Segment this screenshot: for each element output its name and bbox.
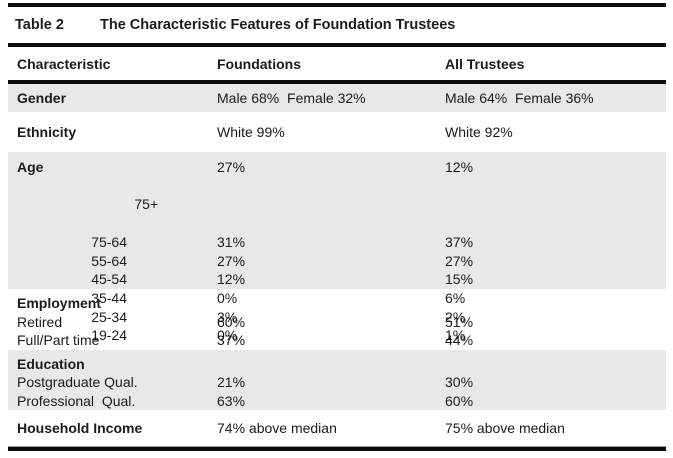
foundations-value: 60% <box>217 313 246 330</box>
col-header-foundations: Foundations <box>217 55 301 72</box>
header-rule <box>8 80 666 84</box>
sub-label: Full/Part time <box>17 332 100 349</box>
all-trustees-value: White 92% <box>445 124 513 140</box>
age-subrow: 55-64 27% 27% <box>8 252 666 271</box>
table-caption: Table 2 The Characteristic Features of F… <box>8 7 666 43</box>
foundations-value: White 99% <box>217 124 285 140</box>
table-row-household-income: Household Income 74% above median 75% ab… <box>8 410 666 446</box>
col-header-characteristic: Characteristic <box>17 55 111 72</box>
employment-subrow: Full/Part time 37% 44% <box>8 331 666 350</box>
all-trustees-value: 44% <box>445 332 474 349</box>
header-row: Characteristic Foundations All Trustees <box>8 47 666 80</box>
table-row-age: Age 75+ 27% 12% 75-64 31% 37% 55-64 27% … <box>8 152 666 343</box>
foundations-value: 3% <box>217 308 238 325</box>
all-trustees-value: 15% <box>445 271 474 288</box>
row-label: Age <box>17 159 44 175</box>
foundations-value: Male 68% Female 32% <box>217 90 366 106</box>
table-row-ethnicity: Ethnicity White 99% White 92% <box>8 112 666 152</box>
row-label: Ethnicity <box>17 124 77 140</box>
age-range-label: 75+ <box>134 196 159 213</box>
all-trustees-value: 30% <box>445 374 474 391</box>
all-trustees-value: 2% <box>445 308 466 325</box>
bottom-rule <box>8 446 666 451</box>
age-range-label: 75-64 <box>91 233 127 250</box>
row-label: Education <box>17 356 85 372</box>
foundations-value: 74% above median <box>217 420 337 436</box>
table-number: Table 2 <box>15 17 64 33</box>
foundations-value: 63% <box>217 392 246 409</box>
foundations-value: 27% <box>217 252 246 269</box>
age-subrow: 45-54 12% 15% <box>8 270 666 289</box>
all-trustees-value: 51% <box>445 313 474 330</box>
caption-rule <box>8 43 666 47</box>
education-header: Education <box>8 355 666 373</box>
age-range-label: 19-24 <box>91 327 127 344</box>
row-label-cell: Age 75+ <box>17 158 217 233</box>
top-rule <box>8 3 666 7</box>
education-subrow: Postgraduate Qual. 21% 30% <box>8 373 666 391</box>
table-row-education: Education Postgraduate Qual. 21% 30% Pro… <box>8 350 666 410</box>
all-trustees-value: Male 64% Female 36% <box>445 90 594 106</box>
age-subrow: 19-24 0% 1% <box>8 326 666 345</box>
all-trustees-value: 27% <box>445 252 474 269</box>
col-header-all-trustees: All Trustees <box>445 55 525 72</box>
all-trustees-value: 37% <box>445 233 474 250</box>
education-subrow: Professional Qual. 63% 60% <box>8 392 666 410</box>
foundations-value: 12% <box>217 271 246 288</box>
sub-label: Postgraduate Qual. <box>17 374 138 391</box>
age-subrow: Age 75+ 27% 12% <box>8 158 666 233</box>
all-trustees-value: 60% <box>445 392 474 409</box>
age-range-label: 25-34 <box>91 308 127 325</box>
age-subrow: 75-64 31% 37% <box>8 233 666 252</box>
row-label: Household Income <box>17 420 143 436</box>
all-trustees-value: 12% <box>445 159 474 175</box>
age-subrow: 35-44 0% 6% <box>8 289 666 308</box>
sub-label: Professional Qual. <box>17 392 136 409</box>
age-range-label: 35-44 <box>91 289 127 306</box>
all-trustees-value: 1% <box>445 327 466 344</box>
table-row-employment: Employment Retired 60% 51% Full/Part tim… <box>8 289 666 350</box>
foundations-value: 37% <box>217 332 246 349</box>
row-label: Gender <box>17 90 67 106</box>
all-trustees-value: 6% <box>445 289 466 306</box>
foundations-value: 0% <box>217 289 238 306</box>
table-title: The Characteristic Features of Foundatio… <box>100 17 456 33</box>
age-range-label: 45-54 <box>91 271 127 288</box>
foundations-value: 21% <box>217 374 246 391</box>
age-subrow: 25-34 3% 2% <box>8 308 666 327</box>
row-label: Employment <box>17 295 102 311</box>
table-row-gender: Gender Male 68% Female 32% Male 64% Fema… <box>8 84 666 112</box>
foundations-value: 27% <box>217 159 246 175</box>
employment-header: Employment <box>8 294 666 313</box>
foundations-value: 0% <box>217 327 238 344</box>
characteristics-table: Table 2 The Characteristic Features of F… <box>8 0 666 451</box>
all-trustees-value: 75% above median <box>445 420 565 436</box>
age-range-label: 55-64 <box>91 252 127 269</box>
sub-label: Retired <box>17 313 63 330</box>
foundations-value: 31% <box>217 233 246 250</box>
employment-subrow: Retired 60% 51% <box>8 313 666 332</box>
